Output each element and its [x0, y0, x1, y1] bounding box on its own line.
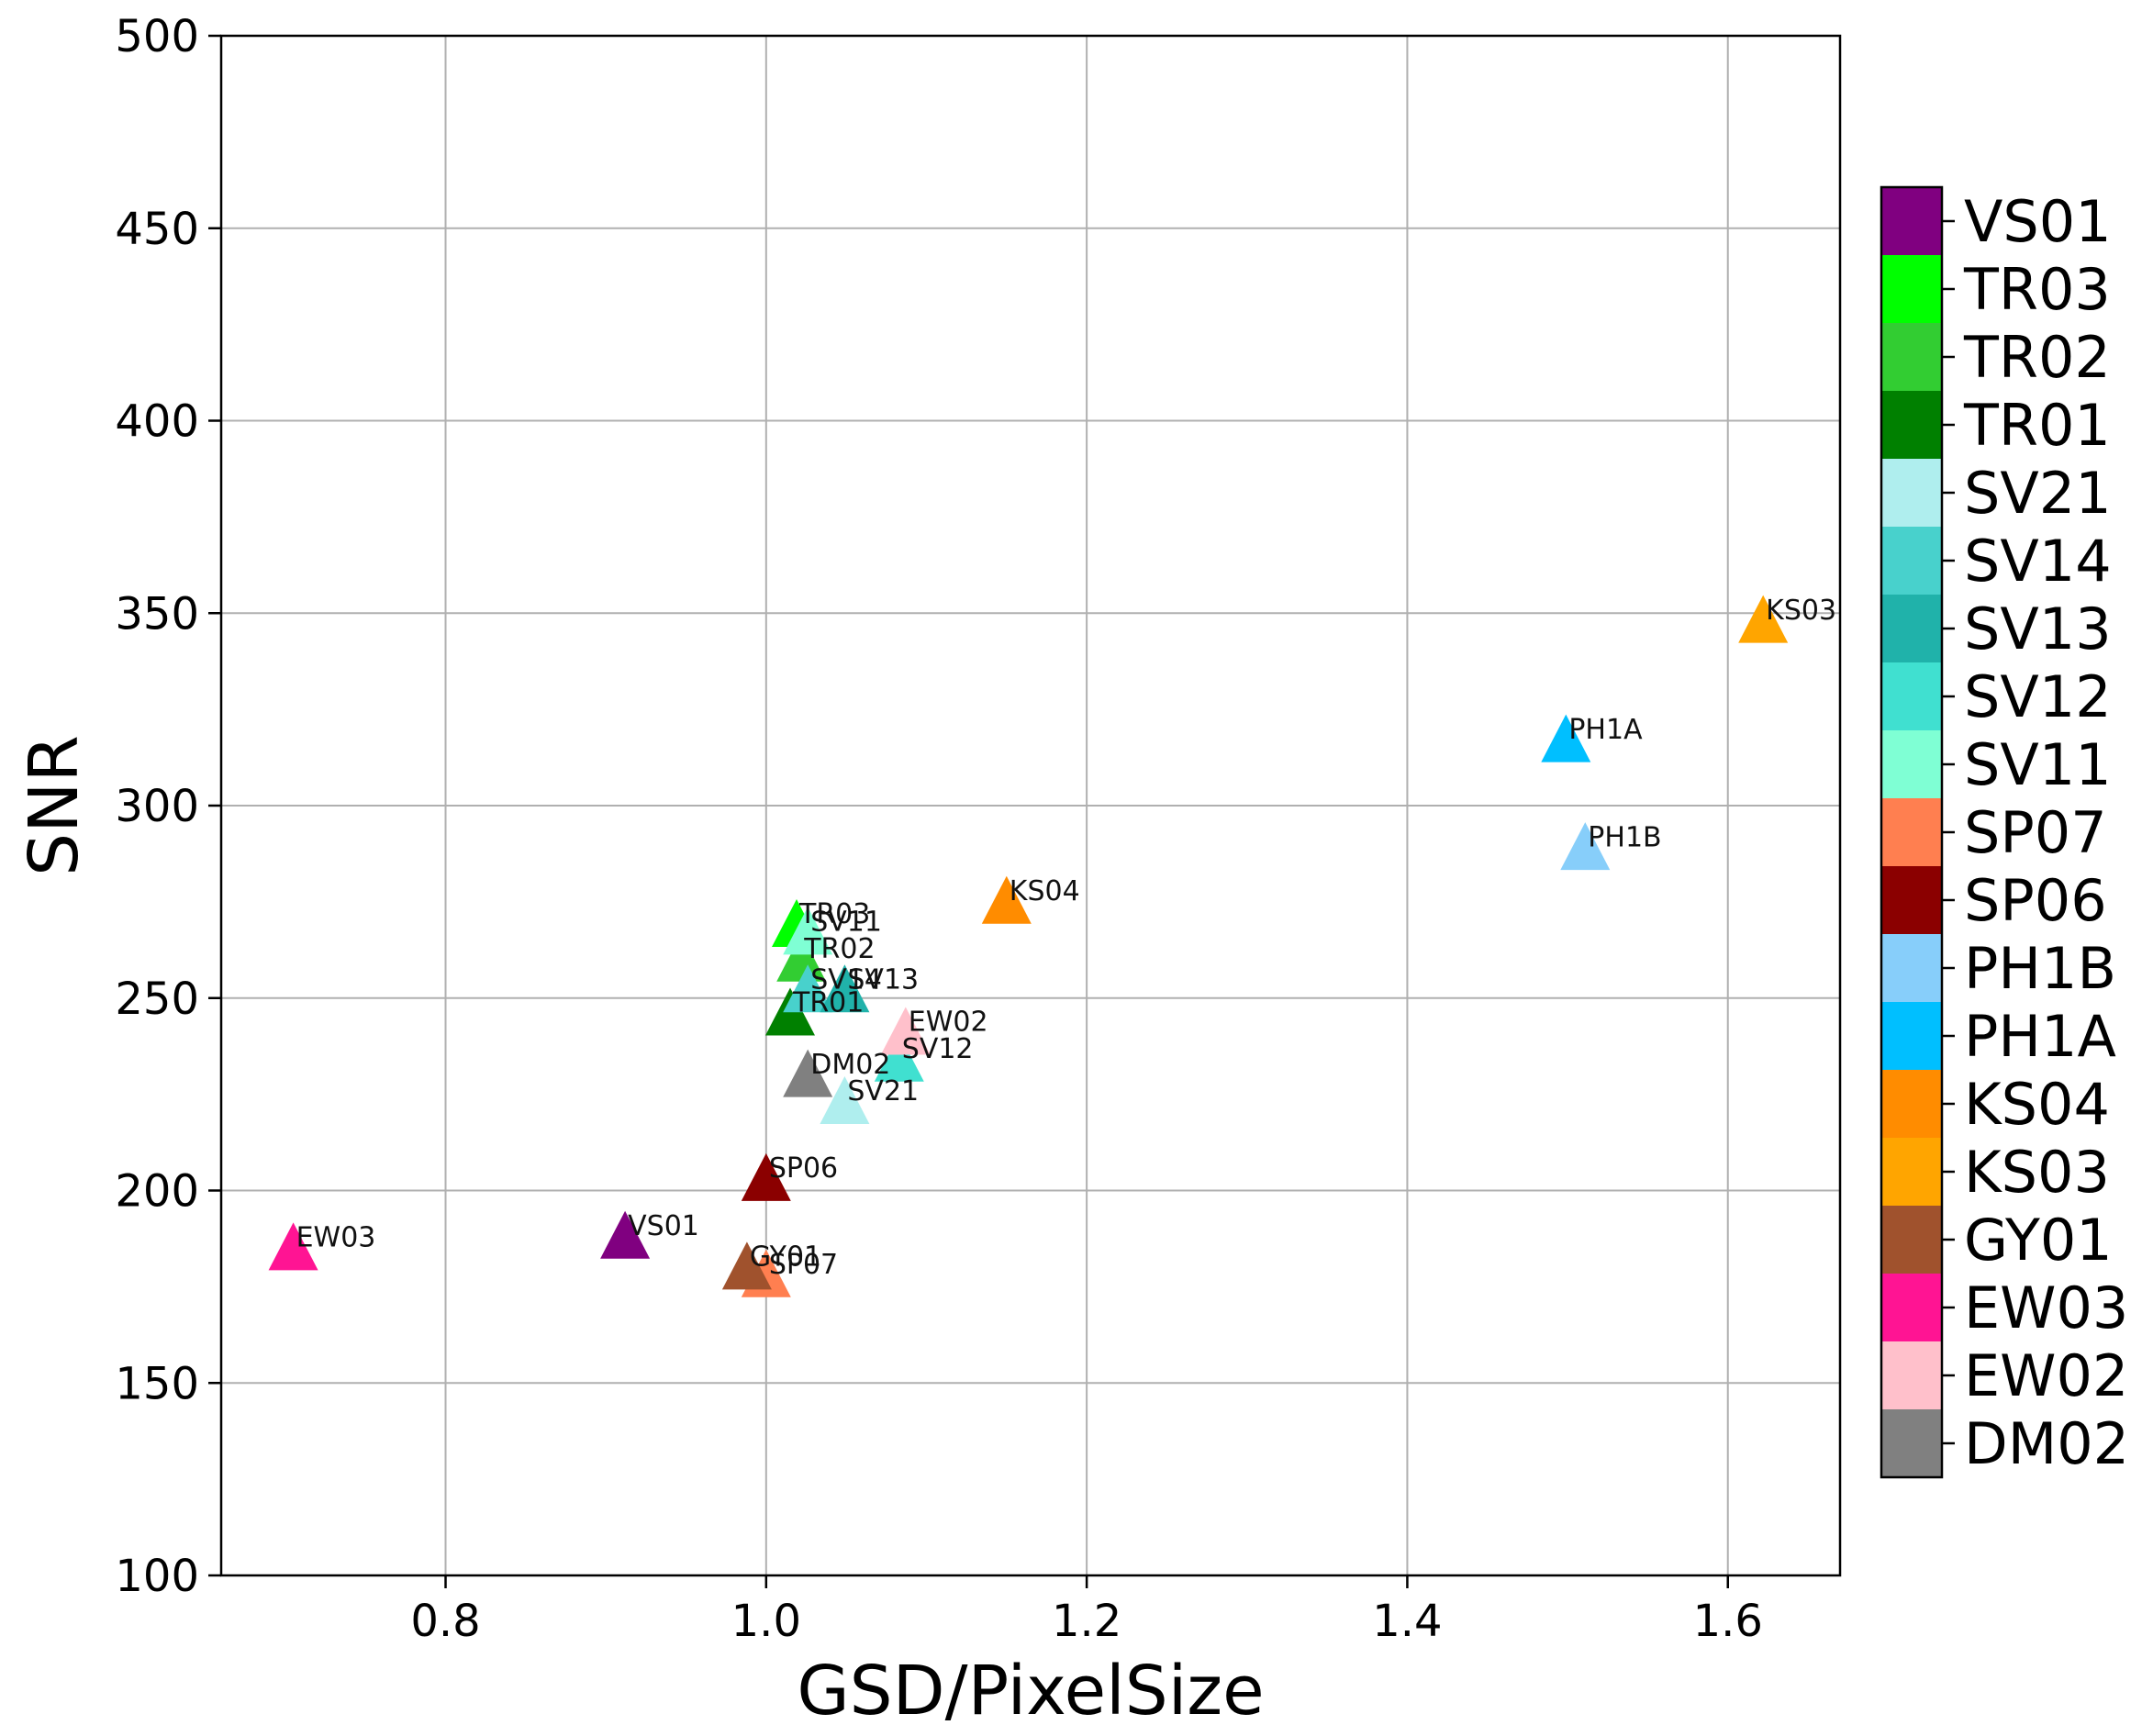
- legend-label-ks04: KS04: [1964, 1071, 2110, 1138]
- point-label-vs01: VS01: [628, 1210, 699, 1242]
- legend-label-ks03: KS03: [1964, 1139, 2110, 1206]
- point-label-ph1b: PH1B: [1588, 821, 1661, 853]
- legend-label-tr02: TR02: [1963, 324, 2111, 391]
- y-tick-label: 250: [115, 974, 199, 1025]
- point-ks04: [981, 875, 1032, 924]
- point-label-gy01: GY01: [750, 1241, 821, 1274]
- legend-swatch-sp07: [1881, 798, 1942, 866]
- y-tick-label: 450: [115, 204, 199, 255]
- point-label-tr03: TR03: [798, 898, 870, 930]
- point-ph1a: [1541, 714, 1591, 762]
- point-label-ew02: EW02: [909, 1007, 988, 1039]
- x-tick-label: 0.8: [410, 1596, 480, 1647]
- y-tick-label: 200: [115, 1166, 199, 1218]
- y-axis-title: SNR: [15, 735, 94, 876]
- legend-label-sv13: SV13: [1964, 595, 2112, 662]
- legend-swatch-sv14: [1881, 527, 1942, 595]
- point-label-sv12: SV12: [902, 1033, 974, 1065]
- legend-label-ew02: EW02: [1964, 1342, 2128, 1409]
- x-tick-label: 1.4: [1372, 1596, 1442, 1647]
- legend-frame: [1880, 185, 1944, 1479]
- legend-label-tr03: TR03: [1963, 256, 2111, 323]
- point-sv12: [874, 1033, 924, 1082]
- legend-label-ew03: EW03: [1964, 1274, 2128, 1341]
- point-sp06: [741, 1152, 791, 1201]
- point-ew02: [880, 1007, 931, 1055]
- legend-label-sp06: SP06: [1964, 867, 2107, 934]
- grid-lines: [221, 35, 1840, 1576]
- legend-label-vs01: VS01: [1964, 188, 2112, 255]
- legend-swatch-ph1a: [1881, 1002, 1942, 1070]
- point-label-ks04: KS04: [1010, 875, 1080, 907]
- y-tick-label: 300: [115, 781, 199, 832]
- point-label-ew03: EW03: [296, 1222, 376, 1254]
- y-tick-label: 100: [115, 1551, 199, 1602]
- point-label-sp07: SP07: [769, 1249, 838, 1281]
- point-sv13: [820, 964, 870, 1013]
- x-tick-label: 1.2: [1052, 1596, 1121, 1647]
- y-tick-label: 150: [115, 1358, 199, 1409]
- legend-swatch-tr02: [1881, 323, 1942, 391]
- x-tick-label: 1.6: [1693, 1596, 1763, 1647]
- point-label-tr01: TR01: [792, 987, 864, 1019]
- y-tick-label: 500: [115, 11, 199, 62]
- legend-swatch-sv11: [1881, 730, 1942, 798]
- legend-label-ph1a: PH1A: [1964, 1003, 2116, 1070]
- point-label-sv14: SV14: [810, 964, 882, 996]
- point-label-ks03: KS03: [1766, 595, 1836, 627]
- legend-label-sp07: SP07: [1964, 799, 2107, 866]
- legend-swatch-ew02: [1881, 1341, 1942, 1409]
- point-label-sv21: SV21: [847, 1075, 919, 1107]
- legend-swatch-tr01: [1881, 391, 1942, 459]
- point-sv11: [783, 907, 833, 955]
- legend-swatch-gy01: [1881, 1206, 1942, 1274]
- legend-swatch-ks03: [1881, 1138, 1942, 1206]
- legend-swatch-dm02: [1881, 1409, 1942, 1477]
- legend-swatch-ew03: [1881, 1274, 1942, 1341]
- legend-label-dm02: DM02: [1964, 1410, 2129, 1477]
- x-axis-title: GSD/PixelSize: [797, 1652, 1264, 1730]
- legend-swatch-sv13: [1881, 595, 1942, 662]
- point-sv21: [820, 1076, 870, 1124]
- legend-swatch-ph1b: [1881, 934, 1942, 1002]
- legend-swatch-ks04: [1881, 1070, 1942, 1138]
- legend-label-ph1b: PH1B: [1964, 935, 2116, 1002]
- legend-label-sv12: SV12: [1964, 663, 2112, 730]
- legend-swatch-tr03: [1881, 255, 1942, 323]
- legend-swatch-sv21: [1881, 459, 1942, 527]
- point-vs01: [600, 1210, 651, 1259]
- legend-label-sv14: SV14: [1964, 528, 2112, 595]
- point-ph1b: [1560, 822, 1611, 871]
- y-tick-label: 350: [115, 588, 199, 640]
- point-dm02: [783, 1049, 833, 1097]
- legend: VS01TR03TR02TR01SV21SV14SV13SV12SV11SP07…: [1880, 185, 2129, 1479]
- point-gy01: [721, 1241, 772, 1290]
- point-label-sp06: SP06: [769, 1152, 838, 1185]
- point-label-dm02: DM02: [810, 1049, 890, 1081]
- legend-swatch-sp06: [1881, 866, 1942, 934]
- legend-label-gy01: GY01: [1964, 1207, 2113, 1274]
- legend-label-tr01: TR01: [1963, 392, 2111, 459]
- point-label-sv13: SV13: [847, 964, 919, 996]
- legend-label-sv11: SV11: [1964, 731, 2112, 798]
- point-sv14: [783, 964, 833, 1013]
- point-ew03: [268, 1222, 318, 1271]
- point-label-sv11: SV11: [810, 907, 882, 939]
- legend-label-sv21: SV21: [1964, 460, 2112, 527]
- point-tr02: [776, 933, 827, 982]
- point-label-tr02: TR02: [803, 933, 875, 965]
- legend-swatch-sv12: [1881, 662, 1942, 730]
- legend-swatch-vs01: [1881, 187, 1942, 255]
- x-tick-label: 1.0: [731, 1596, 801, 1647]
- point-label-ph1a: PH1A: [1568, 714, 1643, 746]
- point-ks03: [1738, 595, 1789, 643]
- y-tick-label: 400: [115, 396, 199, 448]
- data-points: [268, 595, 1789, 1297]
- axes: 0.8 1.0 1.2 1.4 1.6 100 150 200 250 300 350 400 450 5…: [115, 11, 1842, 1647]
